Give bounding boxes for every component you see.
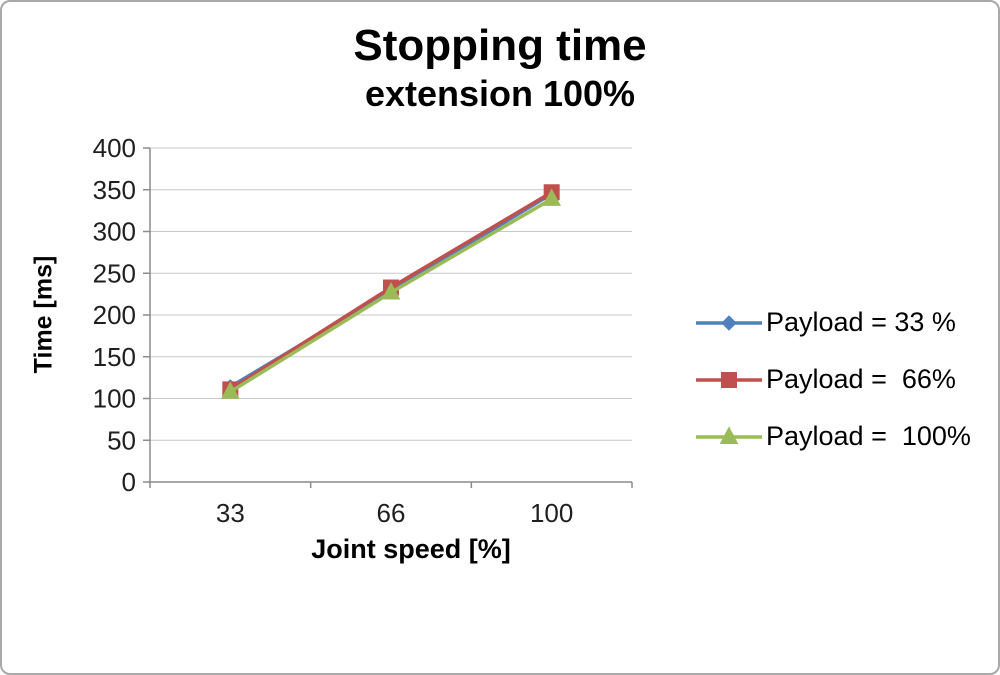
triangle-marker — [221, 381, 240, 399]
y-axis-title: Time [ms] — [29, 256, 58, 374]
y-tick-label: 100 — [93, 383, 136, 413]
chart-body: Time [ms] 0 50 100 150 200 250 300 350 400 33 66 10… — [16, 130, 998, 565]
x-tick-label: 66 — [377, 498, 406, 528]
y-tick-label: 50 — [107, 425, 136, 455]
legend: Payload = 33 % Payload = 66% Payload = 100… — [696, 307, 971, 565]
x-tick-label: 100 — [530, 498, 573, 528]
y-tick-label: 150 — [93, 342, 136, 372]
plot-column: 0 50 100 150 200 250 300 350 400 33 66 100 Joint sp… — [72, 130, 672, 565]
x-axis-title: Joint speed [%] — [311, 533, 511, 564]
y-tick-label: 300 — [93, 216, 136, 246]
triangle-marker — [381, 281, 401, 300]
y-tick-label: 350 — [93, 175, 136, 205]
square-marker — [721, 371, 737, 388]
y-tick-label: 250 — [93, 258, 136, 288]
y-tick-label: 200 — [93, 300, 136, 330]
y-tick-label: 400 — [93, 133, 136, 163]
triangle-marker — [542, 188, 561, 206]
triangle-marker — [719, 426, 739, 444]
legend-label: Payload = 33 % — [766, 307, 956, 338]
legend-item-0: Payload = 33 % — [696, 307, 971, 338]
legend-item-2: Payload = 100% — [696, 421, 971, 452]
y-axis-title-wrap: Time [ms] — [16, 130, 72, 500]
plot-area: 0 50 100 150 200 250 300 350 400 33 66 100 — [93, 133, 633, 528]
legend-label: Payload = 66% — [766, 364, 956, 395]
chart-subtitle: extension 100% — [364, 73, 636, 115]
chart-title: Stopping time — [353, 21, 647, 70]
legend-swatch-square — [696, 371, 762, 388]
diamond-marker — [721, 315, 737, 331]
legend-swatch-triangle — [696, 426, 762, 444]
legend-swatch-diamond — [696, 315, 762, 331]
y-tick-label: 0 — [122, 467, 136, 497]
legend-item-1: Payload = 66% — [696, 364, 971, 395]
x-tick-label: 33 — [216, 498, 245, 528]
legend-label: Payload = 100% — [766, 421, 971, 452]
